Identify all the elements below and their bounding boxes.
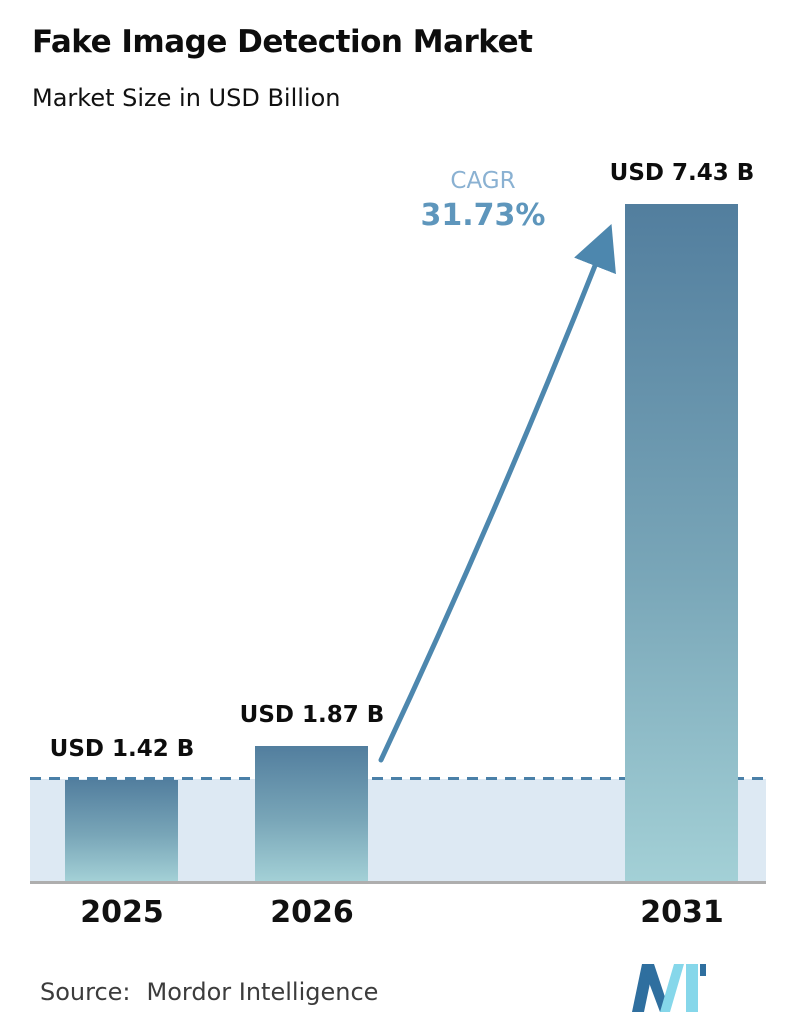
- bar-value-label-2025: USD 1.42 B: [49, 736, 195, 762]
- bar-value-label-2026: USD 1.87 B: [239, 702, 385, 728]
- x-axis-line: [30, 881, 766, 884]
- chart-title: Fake Image Detection Market: [32, 24, 533, 60]
- bar-value-label-2031: USD 7.43 B: [609, 160, 755, 186]
- cagr-value: 31.73%: [420, 198, 546, 233]
- source-label: Source:: [40, 978, 131, 1006]
- cagr-annotation: CAGR 31.73%: [398, 168, 568, 233]
- x-tick-2025: 2025: [80, 895, 164, 930]
- chart-subtitle: Market Size in USD Billion: [32, 84, 341, 112]
- x-tick-2026: 2026: [270, 895, 354, 930]
- source-name: Mordor Intelligence: [146, 978, 379, 1006]
- x-tick-2031: 2031: [640, 895, 724, 930]
- mordor-intelligence-logo-icon: [632, 964, 706, 1012]
- bar-2025: [65, 780, 178, 881]
- source-line: Source: Mordor Intelligence: [40, 978, 378, 1006]
- dashed-reference-line: [30, 777, 766, 780]
- cagr-label: CAGR: [450, 168, 516, 194]
- bar-2026: [255, 746, 368, 881]
- bar-2031: [625, 204, 738, 881]
